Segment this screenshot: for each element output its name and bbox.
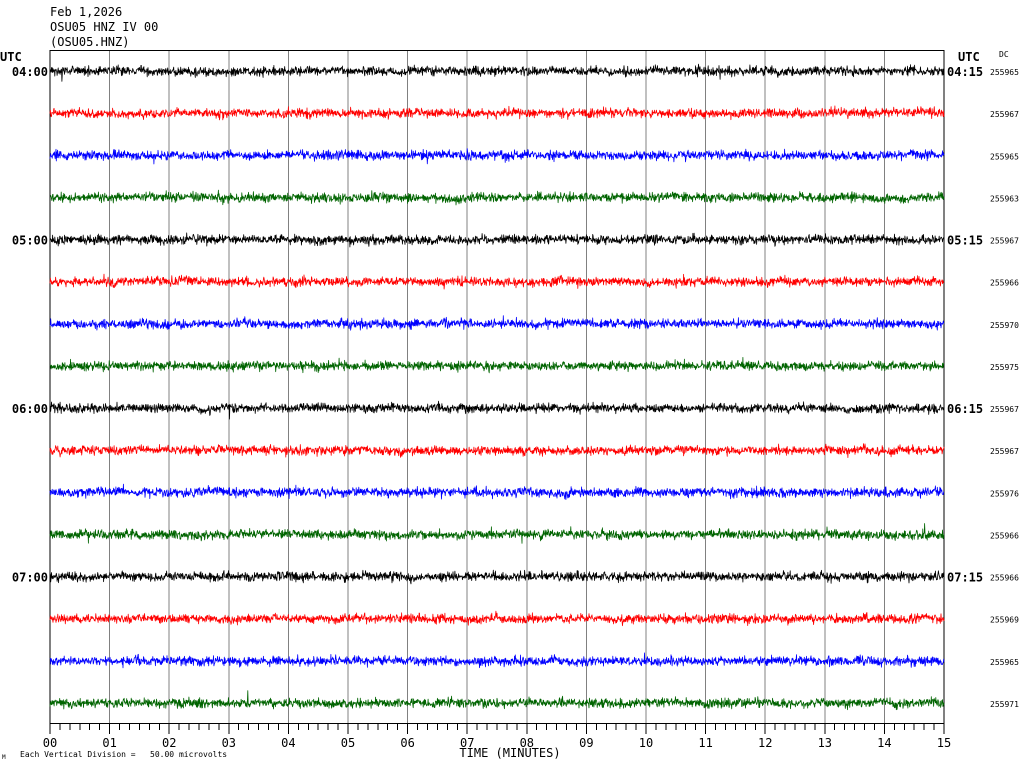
right-axis-title: UTC xyxy=(958,50,980,64)
plot-header: Feb 1,2026 OSU05 HNZ IV 00 (OSU05.HNZ) xyxy=(50,5,158,49)
trace-row-1 xyxy=(49,63,945,82)
row-end-time-label: 06:15 xyxy=(947,402,983,416)
x-tick-label-08: 08 xyxy=(520,736,534,750)
row-end-time-label: 07:15 xyxy=(947,571,983,585)
row-start-time-label: 06:00 xyxy=(12,402,48,416)
row-end-time-label: 05:15 xyxy=(947,234,983,248)
row-dc-value: 255966 xyxy=(990,279,1019,288)
row-dc-value: 255965 xyxy=(990,152,1019,161)
x-tick-label-11: 11 xyxy=(698,736,712,750)
station-code-label: (OSU05.HNZ) xyxy=(50,35,129,49)
scale-note: Each Vertical Division = 50.00 microvolt… xyxy=(20,750,227,759)
row-dc-value: 255976 xyxy=(990,489,1019,498)
x-tick-label-06: 06 xyxy=(400,736,414,750)
trace-row-12 xyxy=(49,523,945,544)
row-start-time-label: 07:00 xyxy=(12,571,48,585)
row-dc-value: 255966 xyxy=(990,531,1019,540)
corner-mark: M xyxy=(2,754,6,761)
row-dc-value: 255963 xyxy=(990,194,1019,203)
x-axis: 00 01 02 03 04 05 06 07 08 09 10 11 12 13 14 15 xyxy=(43,723,951,750)
x-tick-label-12: 12 xyxy=(758,736,772,750)
trace-row-11 xyxy=(49,483,945,501)
trace-row-2 xyxy=(49,105,945,121)
row-dc-value: 255970 xyxy=(990,321,1019,330)
row-start-time-label: 04:00 xyxy=(12,65,48,79)
row-dc-value: 255967 xyxy=(990,110,1019,119)
x-tick-label-03: 03 xyxy=(222,736,236,750)
x-tick-label-14: 14 xyxy=(877,736,891,750)
x-tick-label-05: 05 xyxy=(341,736,355,750)
trace-row-6 xyxy=(49,273,945,290)
row-dc-value: 255967 xyxy=(990,405,1019,414)
x-tick-label-02: 02 xyxy=(162,736,176,750)
trace-row-3 xyxy=(49,148,945,165)
trace-row-5 xyxy=(49,232,945,248)
row-dc-value: 255965 xyxy=(990,68,1019,77)
trace-row-15 xyxy=(49,652,945,669)
x-tick-label-00: 00 xyxy=(43,736,57,750)
trace-row-7 xyxy=(49,315,945,331)
row-dc-value: 255975 xyxy=(990,363,1019,372)
x-tick-label-07: 07 xyxy=(460,736,474,750)
x-axis-title: TIME (MINUTES) xyxy=(459,746,560,760)
x-tick-label-01: 01 xyxy=(102,736,116,750)
x-tick-label-10: 10 xyxy=(639,736,653,750)
row-dc-value: 255966 xyxy=(990,574,1019,583)
plot-date: Feb 1,2026 xyxy=(50,5,122,19)
row-dc-value: 255967 xyxy=(990,447,1019,456)
row-end-time-label: 04:15 xyxy=(947,65,983,79)
row-dc-value: 255965 xyxy=(990,658,1019,667)
station-channel-label: OSU05 HNZ IV 00 xyxy=(50,20,158,34)
trace-row-9 xyxy=(49,400,945,420)
x-tick-label-15: 15 xyxy=(937,736,951,750)
row-dc-value: 255967 xyxy=(990,237,1019,246)
seismic-traces xyxy=(49,63,945,711)
row-dc-value: 255969 xyxy=(990,616,1019,625)
trace-row-16 xyxy=(49,690,945,711)
minute-gridlines xyxy=(49,50,945,723)
row-start-time-label: 05:00 xyxy=(12,234,48,248)
trace-row-13 xyxy=(49,569,945,585)
x-tick-label-13: 13 xyxy=(818,736,832,750)
row-dc-value: 255971 xyxy=(990,700,1019,709)
trace-row-10 xyxy=(49,443,945,459)
trace-row-4 xyxy=(49,189,945,206)
trace-row-14 xyxy=(49,610,945,627)
dc-column-header: DC xyxy=(999,50,1009,59)
trace-row-8 xyxy=(49,356,945,374)
left-axis-title: UTC xyxy=(0,50,22,64)
x-tick-label-09: 09 xyxy=(579,736,593,750)
row-labels: 04:00 04:15 255965 255967 255965 255963 05:00 0… xyxy=(12,65,1019,709)
x-tick-label-04: 04 xyxy=(281,736,295,750)
